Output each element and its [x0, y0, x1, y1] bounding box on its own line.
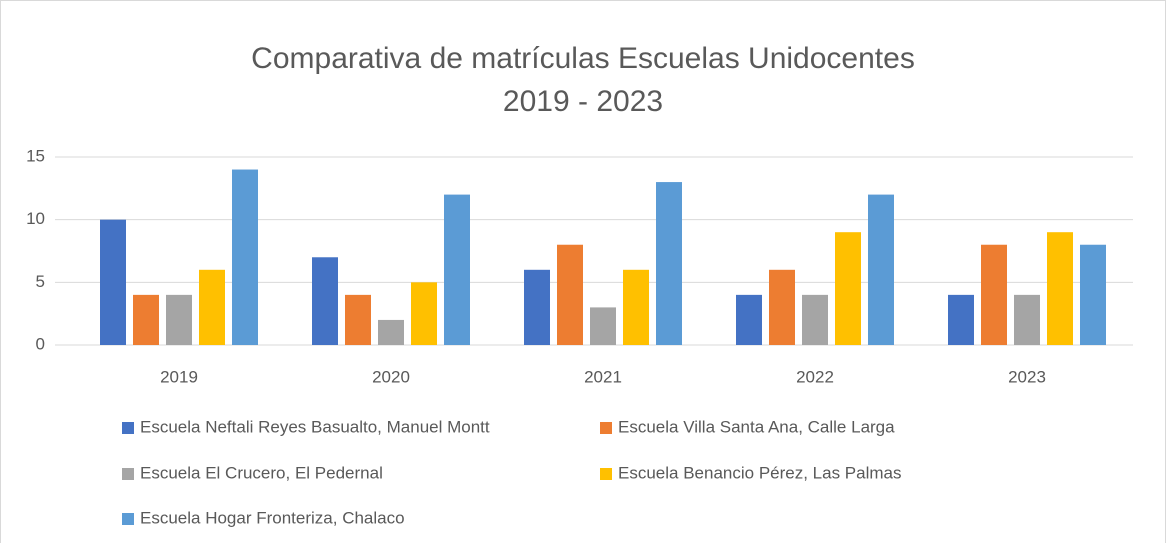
- y-tick-label: 10: [26, 209, 45, 228]
- bar: [656, 182, 682, 345]
- chart-title: 2019 - 2023: [503, 85, 663, 118]
- bar: [802, 294, 828, 345]
- y-tick-label: 15: [26, 146, 45, 165]
- bar: [524, 269, 550, 345]
- legend-swatch: [122, 513, 134, 525]
- bar: [444, 194, 470, 345]
- legend-label: Escuela El Crucero, El Pedernal: [140, 463, 383, 482]
- bar: [312, 257, 338, 345]
- bar: [199, 269, 225, 345]
- bar: [1014, 294, 1040, 345]
- bar: [378, 319, 404, 345]
- x-tick-label: 2022: [796, 367, 834, 386]
- bar: [100, 219, 126, 345]
- bar: [345, 294, 371, 345]
- bar: [133, 294, 159, 345]
- bar: [232, 169, 258, 345]
- bar: [1047, 232, 1073, 345]
- legend-label: Escuela Benancio Pérez, Las Palmas: [618, 463, 902, 482]
- bar: [981, 244, 1007, 345]
- bar: [868, 194, 894, 345]
- legend-swatch: [600, 468, 612, 480]
- x-tick-label: 2023: [1008, 367, 1046, 386]
- bar: [736, 294, 762, 345]
- bar: [166, 294, 192, 345]
- bar: [557, 244, 583, 345]
- legend-swatch: [600, 422, 612, 434]
- bar: [948, 294, 974, 345]
- legend-label: Escuela Neftali Reyes Basualto, Manuel M…: [140, 417, 490, 436]
- bar: [590, 307, 616, 345]
- legend-label: Escuela Villa Santa Ana, Calle Larga: [618, 417, 895, 436]
- legend-swatch: [122, 422, 134, 434]
- y-tick-label: 0: [36, 334, 45, 353]
- x-tick-label: 2019: [160, 367, 198, 386]
- bar: [411, 282, 437, 345]
- legend-label: Escuela Hogar Fronteriza, Chalaco: [140, 508, 405, 527]
- bar: [623, 269, 649, 345]
- x-tick-label: 2021: [584, 367, 622, 386]
- chart-title: Comparativa de matrículas Escuelas Unido…: [251, 42, 915, 75]
- bar: [1080, 244, 1106, 345]
- legend-swatch: [122, 468, 134, 480]
- bar: [769, 269, 795, 345]
- x-tick-label: 2020: [372, 367, 410, 386]
- bar: [835, 232, 861, 345]
- y-tick-label: 5: [36, 272, 45, 291]
